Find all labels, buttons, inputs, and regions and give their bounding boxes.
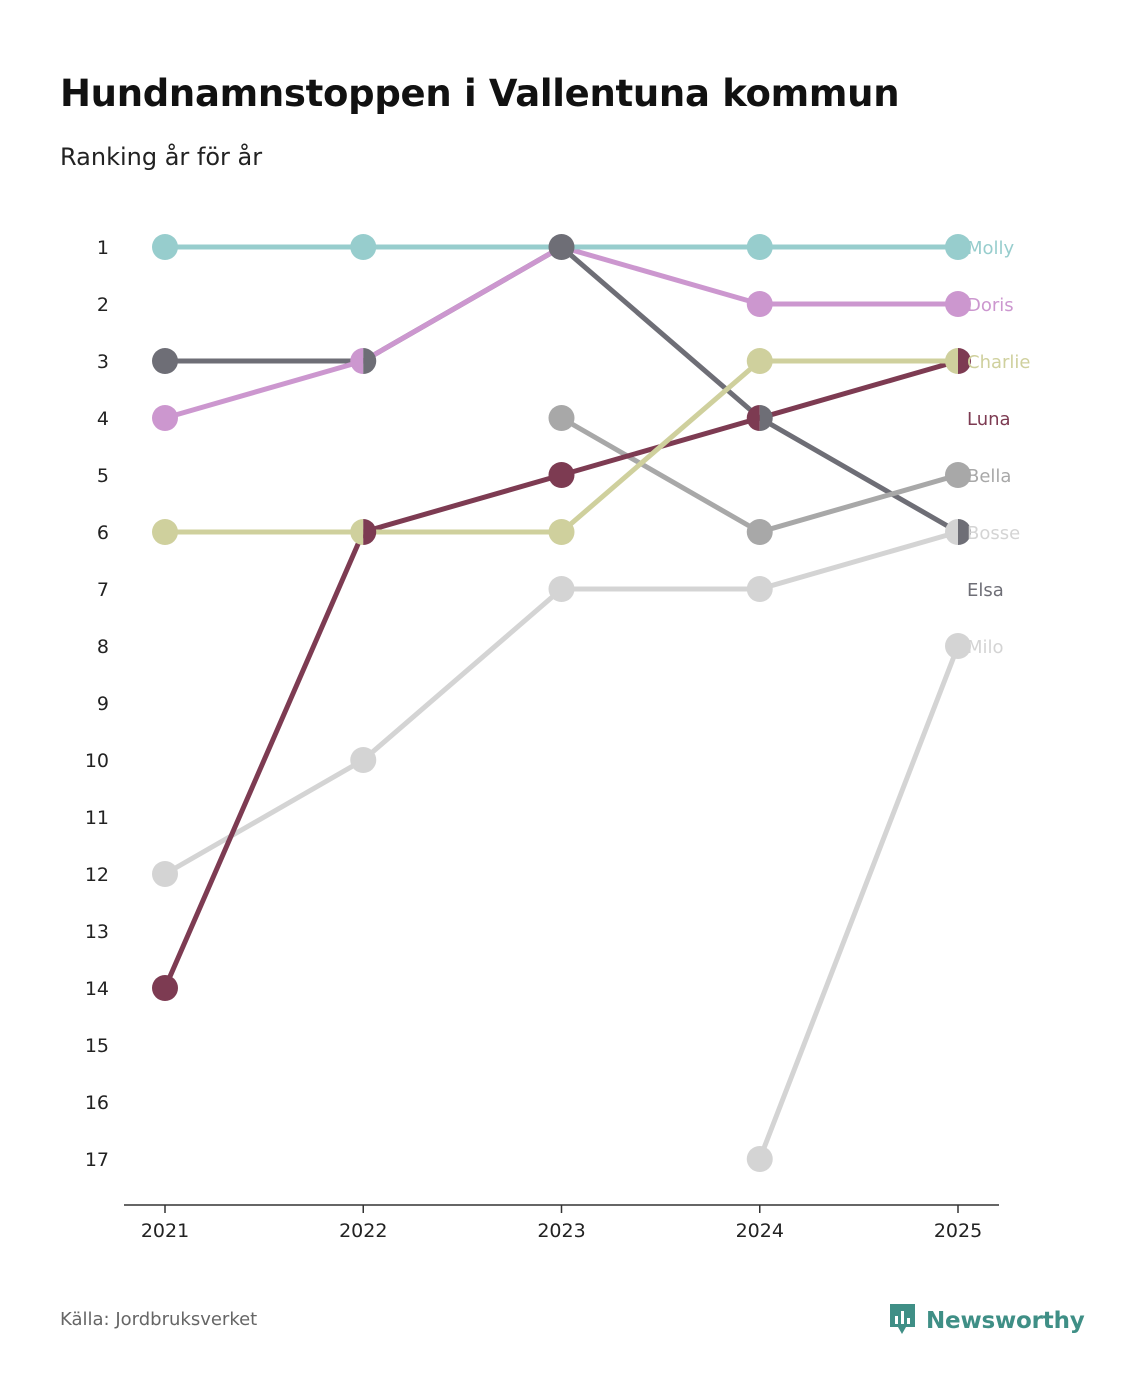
y-tick-label-8: 8 [97, 636, 109, 658]
series-label-charlie: Charlie [967, 352, 1030, 373]
point-charlie-2024 [746, 348, 773, 374]
point-elsa-2022 [363, 348, 377, 374]
point-elsa-2025 [958, 519, 971, 545]
point-molly-2023 [549, 234, 575, 260]
series-line-charlie [162, 358, 961, 535]
brand-logo: Newsworthy [888, 1302, 1085, 1340]
y-tick-label-6: 6 [97, 522, 109, 544]
point-doris-2021 [152, 405, 178, 431]
series-line-doris [162, 244, 961, 421]
y-tick-label-2: 2 [97, 294, 109, 316]
series-line-bella [559, 415, 961, 535]
y-tick-label-4: 4 [97, 408, 109, 430]
y-tick-label-12: 12 [85, 864, 109, 886]
series-label-doris: Doris [967, 295, 1014, 316]
point-bosse-2025 [945, 519, 958, 545]
y-tick-label-1: 1 [97, 237, 109, 259]
point-doris-2025 [945, 291, 971, 317]
point-luna-2024 [746, 405, 760, 431]
point-bella-2024 [746, 519, 773, 545]
y-tick-label-11: 11 [85, 807, 109, 829]
point-milo-2025 [945, 633, 971, 659]
point-charlie-2023 [548, 519, 575, 545]
point-molly-2021 [152, 234, 178, 260]
series-line-luna [162, 358, 961, 991]
x-tick-label-2023: 2023 [537, 1220, 585, 1242]
point-elsa-2024 [759, 405, 773, 431]
point-milo-2024 [746, 1146, 773, 1172]
x-tick-label-2022: 2022 [339, 1220, 387, 1242]
point-bosse-2021 [152, 861, 178, 887]
point-bosse-2023 [548, 576, 575, 602]
series-label-milo: Milo [967, 637, 1004, 658]
series-line-elsa [162, 244, 961, 535]
series-label-luna: Luna [967, 409, 1011, 430]
y-tick-label-5: 5 [97, 465, 109, 487]
y-tick-label-7: 7 [97, 579, 109, 601]
point-molly-2025 [945, 234, 971, 260]
point-charlie-2022 [350, 519, 364, 545]
chart-title: Hundnamnstoppen i Vallentuna kommun [60, 72, 900, 115]
y-tick-label-9: 9 [97, 693, 109, 715]
y-tick-label-17: 17 [85, 1149, 109, 1171]
point-bella-2025 [945, 462, 971, 488]
bar-chart-icon [888, 1302, 917, 1340]
source-note: Källa: Jordbruksverket [60, 1309, 258, 1330]
point-doris-2024 [746, 291, 773, 317]
series-line-milo [757, 643, 961, 1162]
point-luna-2025 [958, 348, 971, 374]
point-elsa-2023 [548, 234, 575, 260]
point-luna-2022 [363, 519, 377, 545]
y-tick-label-15: 15 [85, 1035, 109, 1057]
series-label-bosse: Bosse [967, 523, 1020, 544]
point-doris-2022 [350, 348, 364, 374]
point-elsa-2021 [152, 348, 178, 374]
point-charlie-2025 [945, 348, 958, 374]
series-label-elsa: Elsa [967, 580, 1004, 601]
series-label-molly: Molly [967, 238, 1015, 259]
point-bosse-2024 [746, 576, 773, 602]
series-label-bella: Bella [967, 466, 1011, 487]
point-charlie-2021 [152, 519, 178, 545]
point-molly-2024 [746, 234, 773, 260]
y-tick-label-16: 16 [85, 1092, 109, 1114]
point-luna-2023 [548, 462, 575, 488]
y-tick-label-10: 10 [85, 750, 109, 772]
y-tick-label-3: 3 [97, 351, 109, 373]
point-molly-2022 [350, 234, 377, 260]
brand-name: Newsworthy [926, 1308, 1085, 1334]
point-bosse-2022 [350, 747, 377, 773]
x-tick-label-2025: 2025 [934, 1220, 982, 1242]
x-tick-label-2024: 2024 [736, 1220, 784, 1242]
y-tick-label-14: 14 [85, 978, 109, 1000]
chart-subtitle: Ranking år för år [60, 143, 263, 171]
point-bella-2023 [548, 405, 575, 431]
y-tick-label-13: 13 [85, 921, 109, 943]
point-luna-2021 [152, 975, 178, 1001]
x-tick-label-2021: 2021 [141, 1220, 189, 1242]
